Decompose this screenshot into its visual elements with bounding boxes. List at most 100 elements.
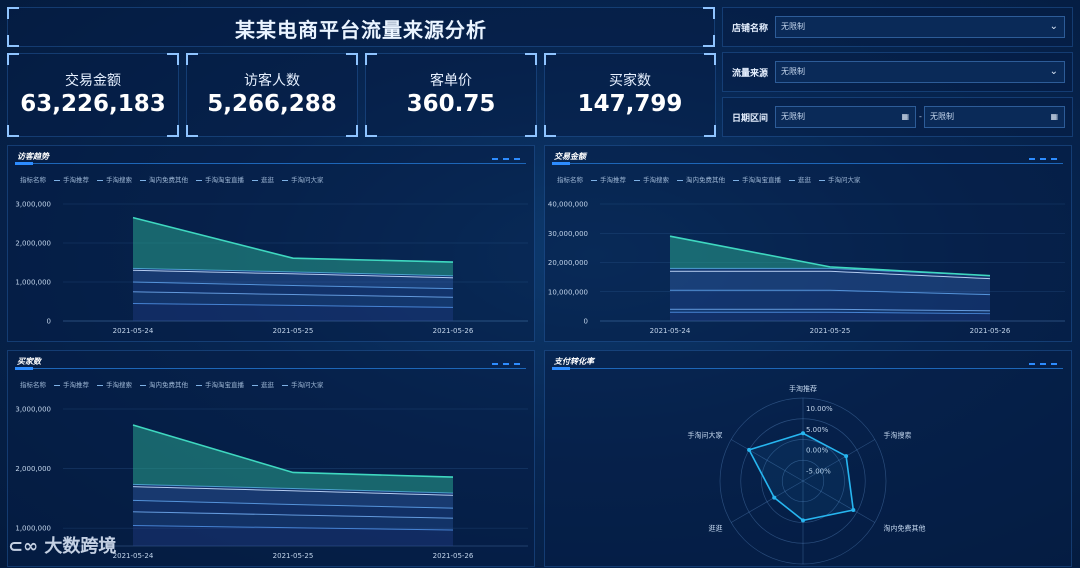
area-series-fill [133, 282, 453, 298]
y-tick-label: 40,000,000 [548, 201, 588, 209]
area-series-fill [133, 484, 453, 496]
area-series-line[interactable] [670, 311, 991, 315]
radar-ring [761, 439, 845, 523]
area-series-fill [133, 424, 453, 494]
radar-spoke [802, 439, 876, 482]
area-series-line[interactable] [132, 499, 454, 509]
kpi-label: 客单价 [430, 73, 472, 89]
legend-prefix: 指标名称 [20, 381, 46, 389]
kpi-label: 访客人数 [244, 73, 300, 89]
date-start-input[interactable]: 无限制 ▦ [775, 106, 916, 128]
x-tick-label: 2021-05-25 [273, 327, 314, 335]
legend-item[interactable]: 淘内免费其他 [140, 381, 188, 389]
y-tick-label: 20,000,000 [548, 259, 588, 267]
radar-tick-label: 10.00% [806, 405, 833, 413]
radar-series[interactable] [747, 432, 855, 522]
area-series-line[interactable] [670, 270, 991, 280]
radar-axis-label: 淘内免费其他 [884, 524, 926, 533]
kpi-value: 360.75 [406, 91, 496, 117]
chart-legend: 指标名称 手淘推荐 手淘搜索 淘内免费其他 手淘淘宝直播 逛逛 手淘问大家 [20, 379, 332, 389]
x-tick-label: 2021-05-25 [810, 327, 851, 335]
radar-point[interactable] [772, 495, 777, 500]
legend-item[interactable]: 手淘问大家 [819, 176, 861, 184]
legend-item[interactable]: 手淘淘宝直播 [196, 176, 244, 184]
area-series-fill [670, 236, 990, 276]
legend-item[interactable]: 逛逛 [252, 176, 274, 184]
area-series-line[interactable] [132, 281, 454, 290]
legend-item[interactable]: 逛逛 [252, 381, 274, 389]
area-series-line[interactable] [132, 486, 454, 496]
area-series-line[interactable] [132, 302, 454, 308]
chart-legend: 指标名称 手淘推荐 手淘搜索 淘内免费其他 手淘淘宝直播 逛逛 手淘问大家 [20, 174, 332, 184]
calendar-icon: ▦ [901, 112, 909, 121]
y-tick-label: 30,000,000 [548, 230, 588, 238]
y-tick-label: 1,000,000 [15, 279, 51, 287]
conversion-rate-panel: 支付转化率 手淘推荐手淘搜索淘内免费其他手淘淘宝直播逛逛手淘问大家10.00%5… [544, 350, 1072, 567]
radar-ring [719, 397, 887, 565]
area-series-fill [133, 270, 453, 289]
buyers-chart: 3,000,000 2,000,000 1,000,000 2021-05-24 202… [15, 406, 528, 560]
radar-tick-label: 5.00% [806, 426, 829, 434]
radar-axis-label: 手淘搜索 [884, 431, 912, 440]
radar-axis-label: 手淘推荐 [789, 384, 817, 393]
area-series-fill [670, 271, 990, 295]
radar-spoke [730, 439, 804, 482]
legend-item[interactable]: 手淘搜索 [634, 176, 669, 184]
area-series-line[interactable] [132, 511, 454, 519]
kpi-value: 63,226,183 [20, 91, 166, 117]
area-series-line[interactable] [132, 291, 454, 298]
filter-store: 店铺名称 无限制 ⌄ [722, 7, 1073, 47]
date-end-input[interactable]: 无限制 ▦ [924, 106, 1065, 128]
legend-item[interactable]: 手淘推荐 [54, 176, 89, 184]
legend-item[interactable]: 淘内免费其他 [140, 176, 188, 184]
kpi-value: 147,799 [577, 91, 683, 117]
legend-item[interactable]: 手淘推荐 [591, 176, 626, 184]
radar-point[interactable] [851, 508, 856, 513]
buyers-panel: 买家数 指标名称 手淘推荐 手淘搜索 淘内免费其他 手淘淘宝直播 逛逛 手淘问大家 3,00… [7, 350, 535, 567]
area-series-line[interactable] [132, 524, 454, 531]
legend-item[interactable]: 手淘问大家 [282, 176, 324, 184]
area-series-line[interactable] [669, 235, 991, 277]
legend-item[interactable]: 逛逛 [789, 176, 811, 184]
area-series-line[interactable] [670, 308, 991, 312]
legend-item[interactable]: 手淘搜索 [97, 381, 132, 389]
store-select[interactable]: 无限制 ⌄ [775, 16, 1065, 38]
y-tick-label: 2,000,000 [15, 240, 51, 248]
area-series-line[interactable] [670, 289, 991, 296]
filter-date: 日期区间 无限制 ▦ - 无限制 ▦ [722, 97, 1073, 137]
radar-point[interactable] [801, 431, 805, 436]
radar-axis-label: 逛逛 [708, 524, 722, 533]
area-series-line[interactable] [132, 424, 454, 478]
chevron-down-icon: ⌄ [1049, 21, 1058, 32]
area-series-fill [670, 290, 990, 311]
y-tick-label: 0 [584, 318, 588, 326]
select-value: 无限制 [781, 22, 805, 31]
area-series-line[interactable] [132, 216, 454, 263]
legend-item[interactable]: 手淘淘宝直播 [196, 381, 244, 389]
watermark-text: 大数跨境 [44, 536, 117, 557]
radar-point[interactable] [747, 447, 752, 452]
x-tick-label: 2021-05-24 [113, 552, 154, 560]
area-series-fill [133, 291, 453, 308]
select-value: 无限制 [781, 67, 805, 76]
legend-item[interactable]: 手淘推荐 [54, 381, 89, 389]
legend-item[interactable]: 手淘问大家 [282, 381, 324, 389]
area-series-fill [133, 511, 453, 531]
radar-axis-label: 手淘问大家 [687, 431, 722, 440]
legend-item[interactable]: 手淘淘宝直播 [733, 176, 781, 184]
radar-point[interactable] [844, 454, 849, 459]
radar-ring [740, 418, 866, 544]
chart-legend: 指标名称 手淘推荐 手淘搜索 淘内免费其他 手淘淘宝直播 逛逛 手淘问大家 [557, 174, 869, 184]
date-separator: - [919, 112, 922, 121]
y-tick-label: 0 [47, 318, 51, 326]
kpi-card-visitors: 访客人数 5,266,288 [186, 53, 358, 137]
legend-item[interactable]: 手淘搜索 [97, 176, 132, 184]
y-tick-label: 2,000,000 [15, 465, 51, 473]
radar-point[interactable] [801, 518, 805, 523]
source-select[interactable]: 无限制 ⌄ [775, 61, 1065, 83]
area-series-fill [670, 312, 990, 321]
area-series-line[interactable] [132, 269, 454, 279]
radar-spoke [802, 480, 876, 523]
legend-item[interactable]: 淘内免费其他 [677, 176, 725, 184]
x-tick-label: 2021-05-26 [433, 552, 474, 560]
